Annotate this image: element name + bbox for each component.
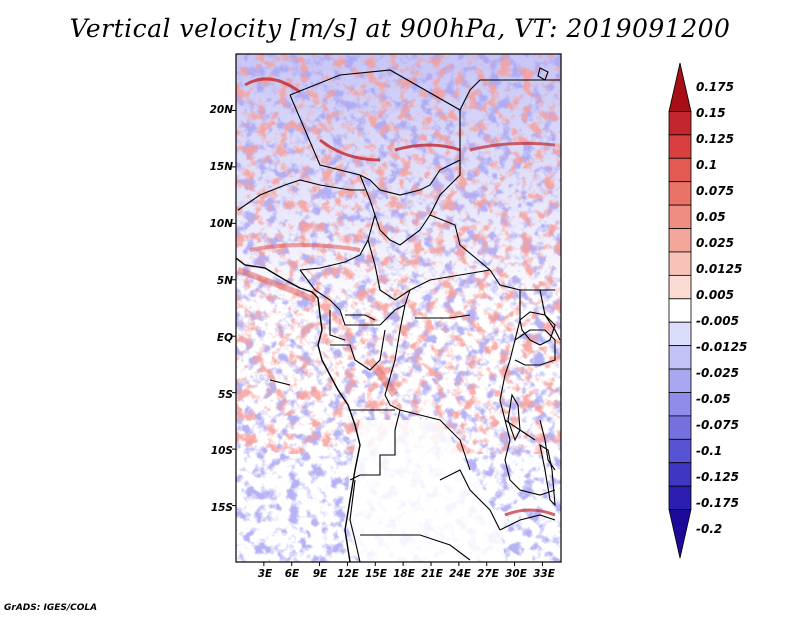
colorbar-label: 0.075 xyxy=(696,184,734,198)
lon-tick-label: 18E xyxy=(393,568,415,580)
colorbar-label: -0.1 xyxy=(696,444,723,458)
map-frame xyxy=(235,53,562,563)
lon-tick-label: 15E xyxy=(365,568,387,580)
colorbar-swatch xyxy=(668,228,692,253)
axis-ticks xyxy=(232,109,543,566)
colorbar-label: 0.125 xyxy=(696,132,734,146)
colorbar-arrow-top xyxy=(668,62,692,112)
colorbar-swatch xyxy=(668,392,692,417)
colorbar-label: -0.075 xyxy=(696,418,739,432)
colorbar-label: 0.175 xyxy=(696,80,734,94)
lat-tick-label: 10S xyxy=(210,445,233,457)
plot-title: Vertical velocity [m/s] at 900hPa, VT: 2… xyxy=(69,14,731,43)
country-borders xyxy=(237,69,561,562)
colorbar-swatch xyxy=(668,438,692,464)
lon-tick-label: 6E xyxy=(284,568,300,580)
colorbar-swatch xyxy=(668,415,692,440)
colorbar xyxy=(668,62,692,559)
colorbar-swatch xyxy=(668,204,692,229)
lon-tick-label: 24E xyxy=(449,568,471,580)
lat-tick-label: 15S xyxy=(210,502,233,514)
red-sea-outline xyxy=(537,67,549,81)
colorbar-swatch xyxy=(668,181,692,206)
lat-tick-label: 15N xyxy=(209,161,233,173)
colorbar-swatch xyxy=(668,111,692,136)
colorbar-swatch xyxy=(668,274,692,300)
lon-tick-label: 21E xyxy=(421,568,443,580)
colorbar-swatch xyxy=(668,298,692,323)
lake-victoria xyxy=(519,311,556,346)
colorbar-label: 0.05 xyxy=(696,210,726,224)
velocity-field xyxy=(236,54,561,562)
colorbar-label: 0.15 xyxy=(696,106,726,120)
lon-tick-label: 12E xyxy=(337,568,359,580)
colorbar-swatch xyxy=(668,485,692,510)
lat-tick-label: 10N xyxy=(209,218,233,230)
colorbar-swatch xyxy=(668,157,692,183)
colorbar-swatch xyxy=(668,462,692,487)
colorbar-label: -0.2 xyxy=(696,522,723,536)
colorbar-swatch xyxy=(668,251,692,276)
colorbar-label: 0.005 xyxy=(696,288,734,302)
lon-tick-label: 30E xyxy=(505,568,527,580)
lon-tick-label: 9E xyxy=(312,568,328,580)
colorbar-label: 0.1 xyxy=(696,158,718,172)
colorbar-swatch xyxy=(668,134,692,159)
lake-malawi xyxy=(539,443,556,507)
colorbar-label: -0.025 xyxy=(696,366,739,380)
colorbar-arrow-bottom xyxy=(668,509,692,559)
lat-tick-label: 5N xyxy=(216,275,233,287)
colorbar-label: -0.175 xyxy=(696,496,739,510)
colorbar-label: -0.0125 xyxy=(696,340,748,354)
lat-tick-label: 20N xyxy=(209,104,233,116)
grads-credit: GrADS: IGES/COLA xyxy=(4,603,98,613)
colorbar-swatch xyxy=(668,368,692,393)
colorbar-label: 0.0125 xyxy=(696,262,743,276)
lake-tanganyika xyxy=(507,393,521,442)
coastline xyxy=(236,257,361,562)
lat-tick-label: EQ xyxy=(216,332,233,344)
lon-tick-label: 33E xyxy=(533,568,555,580)
lon-tick-label: 27E xyxy=(477,568,499,580)
colorbar-label: -0.125 xyxy=(696,470,739,484)
colorbar-swatch xyxy=(668,321,692,347)
lat-tick-label: 5S xyxy=(218,389,233,401)
colorbar-label: -0.05 xyxy=(696,392,731,406)
colorbar-label: -0.005 xyxy=(696,314,739,328)
colorbar-swatch xyxy=(668,345,692,370)
lon-tick-label: 3E xyxy=(257,568,273,580)
colorbar-label: 0.025 xyxy=(696,236,734,250)
